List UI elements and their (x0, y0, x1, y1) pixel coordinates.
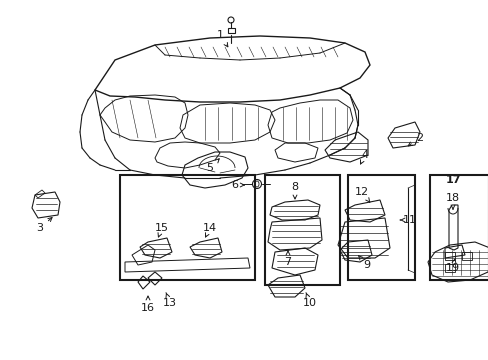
Text: 11: 11 (399, 215, 416, 225)
Text: 19: 19 (445, 259, 459, 273)
Text: 8: 8 (291, 182, 298, 199)
Text: 15: 15 (155, 223, 169, 237)
Text: 13: 13 (163, 293, 177, 308)
Text: 14: 14 (203, 223, 217, 237)
Text: 2: 2 (407, 133, 423, 146)
Text: 10: 10 (303, 293, 316, 308)
Text: 16: 16 (141, 296, 155, 313)
Text: 5: 5 (206, 159, 219, 173)
Text: 1: 1 (216, 30, 227, 47)
Text: 9: 9 (358, 256, 370, 270)
Text: 4: 4 (360, 150, 368, 164)
Text: 12: 12 (354, 187, 369, 202)
Text: 17: 17 (445, 175, 460, 185)
Text: 18: 18 (445, 193, 459, 209)
Text: 3: 3 (37, 217, 52, 233)
Text: 6: 6 (231, 180, 244, 190)
Text: 7: 7 (284, 251, 291, 267)
